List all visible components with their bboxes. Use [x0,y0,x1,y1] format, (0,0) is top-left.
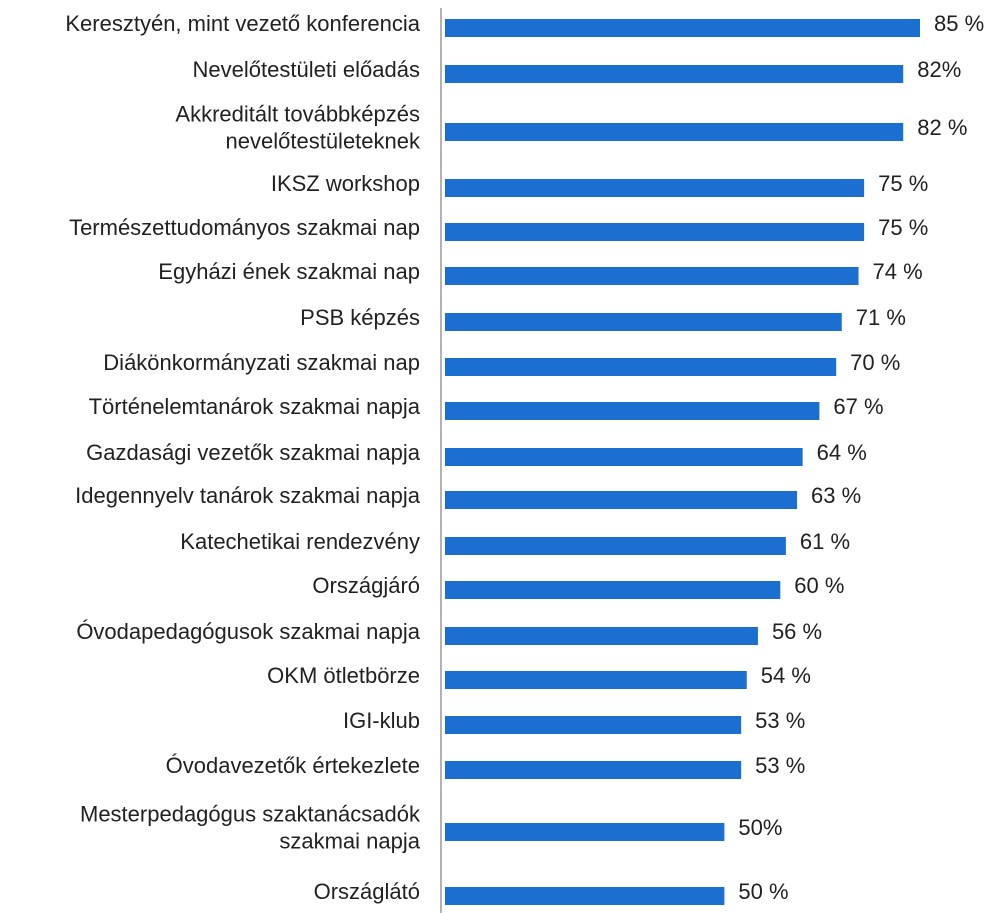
category-label: Katechetikai rendezvény [180,529,420,554]
category-label: Mesterpedagógus szaktanácsadók szakmai na… [80,801,421,853]
value-label: 67 % [833,394,883,419]
category-label: Nevelőtestületi előadás [193,57,420,82]
value-label: 70 % [850,350,900,375]
value-label: 53 % [755,753,805,778]
value-label: 53 % [755,708,805,733]
value-label: 63 % [811,483,861,508]
category-label: Idegennyelv tanárok szakmai napja [75,483,421,508]
bar [445,223,865,241]
bar [445,627,758,645]
category-label: Egyházi ének szakmai nap [158,259,420,284]
category-label: PSB képzés [300,305,420,330]
bar [445,448,803,466]
category-label: Diákönkormányzati szakmai nap [103,350,420,375]
category-label: Akkreditált továbbképzés nevelőtestületek… [175,101,421,153]
bar [445,123,904,141]
value-label: 85 % [934,11,984,36]
bar [445,761,742,779]
value-label: 74 % [873,259,923,284]
value-label: 54 % [761,663,811,688]
category-label: Óvodapedagógusok szakmai napja [76,619,420,644]
bar [445,537,786,555]
bar [445,313,842,331]
bar [445,491,798,509]
value-label: 82 % [917,115,967,140]
value-label: 64 % [817,440,867,465]
category-label: Országjáró [312,573,420,598]
category-label: Országlátó [314,879,420,904]
value-label: 82% [917,57,961,82]
bar [445,671,747,689]
value-label: 75 % [878,171,928,196]
category-label: Keresztyén, mint vezető konferencia [65,11,420,36]
value-label: 75 % [878,215,928,240]
bar [445,402,820,420]
category-label: Természettudományos szakmai nap [69,215,420,240]
category-label: IGI-klub [343,708,420,733]
value-label: 50 % [738,879,788,904]
bar [445,267,859,285]
category-label: Óvodavezetők értekezlete [166,753,420,778]
category-label: IKSZ workshop [271,171,420,196]
bar [445,65,904,83]
bar [445,823,725,841]
category-label: Történelemtanárok szakmai napja [89,394,421,419]
value-label: 61 % [800,529,850,554]
value-label: 60 % [794,573,844,598]
bar [445,19,920,37]
bar [445,716,742,734]
bar [445,179,865,197]
category-label: OKM ötletbörze [267,663,420,688]
bar [445,358,837,376]
value-label: 71 % [856,305,906,330]
bar [445,581,781,599]
value-label: 50% [738,815,782,840]
bar [445,887,725,905]
category-label: Gazdasági vezetők szakmai napja [86,440,421,465]
value-label: 56 % [772,619,822,644]
